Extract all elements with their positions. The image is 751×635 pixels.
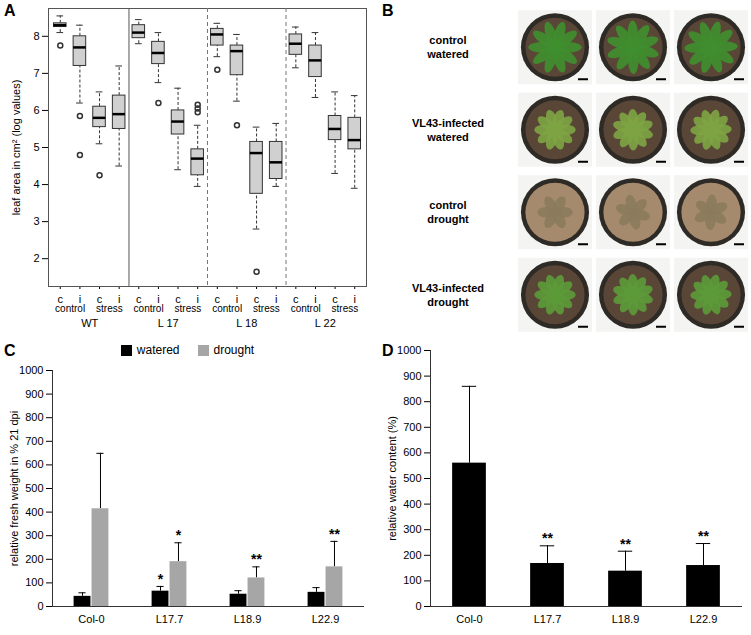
svg-text:100: 100 [403, 574, 421, 586]
svg-text:7: 7 [33, 67, 39, 79]
svg-text:c: c [214, 293, 221, 306]
svg-text:VL43-infecteddrought: VL43-infecteddrought [412, 282, 484, 308]
svg-text:stress: stress [96, 303, 123, 314]
svg-text:relative water content (%): relative water content (%) [386, 416, 398, 541]
svg-text:i: i [117, 293, 121, 306]
svg-text:i: i [78, 293, 82, 306]
svg-text:**: ** [620, 536, 631, 552]
svg-text:L 18: L 18 [236, 317, 257, 329]
svg-text:**: ** [329, 526, 340, 542]
svg-text:c: c [332, 293, 338, 306]
svg-text:300: 300 [25, 529, 43, 541]
svg-text:600: 600 [25, 458, 43, 470]
svg-text:4: 4 [33, 178, 39, 190]
svg-text:stress: stress [332, 303, 359, 314]
svg-text:500: 500 [25, 482, 43, 494]
svg-text:600: 600 [403, 446, 421, 458]
svg-text:400: 400 [403, 498, 421, 510]
svg-text:6: 6 [33, 104, 39, 116]
svg-text:500: 500 [403, 472, 421, 484]
svg-text:5: 5 [33, 141, 39, 153]
svg-text:Col-0: Col-0 [456, 613, 482, 625]
svg-text:control: control [291, 303, 321, 314]
svg-text:i: i [314, 293, 317, 306]
svg-text:controlwatered: controlwatered [426, 34, 469, 60]
svg-text:i: i [275, 293, 278, 306]
html-text:B: B [382, 2, 394, 19]
svg-text:L18.9: L18.9 [234, 613, 262, 625]
svg-text:100: 100 [25, 576, 43, 588]
svg-text:900: 900 [403, 370, 421, 382]
svg-text:300: 300 [403, 523, 421, 535]
svg-text:i: i [353, 293, 356, 306]
html-text:A: A [4, 2, 16, 19]
svg-text:stress: stress [253, 303, 280, 314]
svg-text:c: c [175, 293, 181, 306]
svg-text:i: i [196, 293, 199, 306]
svg-text:200: 200 [403, 549, 421, 561]
svg-text:3: 3 [33, 215, 39, 227]
svg-text:L17.7: L17.7 [156, 613, 184, 625]
svg-text:*: * [176, 527, 182, 543]
svg-text:800: 800 [25, 411, 43, 423]
svg-text:L17.7: L17.7 [534, 613, 562, 625]
svg-text:800: 800 [403, 395, 421, 407]
svg-text:L22.9: L22.9 [312, 613, 340, 625]
svg-text:8: 8 [33, 30, 39, 42]
svg-text:700: 700 [403, 421, 421, 433]
svg-text:i: i [157, 293, 160, 306]
html-text:drought: drought [213, 343, 255, 357]
html-text:watered: watered [136, 343, 180, 357]
svg-text:relative fresh weight in % 21: relative fresh weight in % 21 dpi [8, 411, 20, 566]
svg-text:L18.9: L18.9 [612, 613, 640, 625]
svg-text:control: control [134, 303, 164, 314]
svg-text:stress: stress [175, 303, 202, 314]
svg-text:400: 400 [25, 506, 43, 518]
svg-text:control: control [212, 303, 242, 314]
svg-text:Col-0: Col-0 [78, 613, 104, 625]
svg-text:**: ** [698, 528, 709, 544]
svg-text:c: c [136, 293, 142, 306]
svg-text:0: 0 [415, 600, 421, 612]
svg-text:leaf area in cm² (log values): leaf area in cm² (log values) [10, 80, 22, 216]
svg-text:L22.9: L22.9 [690, 613, 718, 625]
svg-text:c: c [96, 293, 103, 306]
svg-text:VL43-infectedwatered: VL43-infectedwatered [412, 117, 484, 143]
svg-text:2: 2 [33, 252, 39, 264]
svg-text:700: 700 [25, 435, 43, 447]
svg-text:0: 0 [37, 600, 43, 612]
svg-text:WT: WT [81, 317, 98, 329]
svg-text:controldrought: controldrought [427, 199, 469, 225]
html-text:C: C [4, 342, 16, 359]
svg-text:200: 200 [25, 553, 43, 565]
svg-text:1000: 1000 [397, 344, 421, 356]
svg-text:*: * [158, 571, 164, 587]
svg-text:**: ** [542, 530, 553, 546]
svg-text:i: i [235, 293, 239, 306]
svg-text:900: 900 [25, 388, 43, 400]
svg-text:c: c [253, 293, 260, 306]
svg-text:**: ** [251, 551, 262, 567]
html-text:D: D [382, 342, 394, 359]
svg-text:1000: 1000 [19, 364, 43, 376]
svg-text:L 22: L 22 [315, 317, 336, 329]
svg-text:control: control [55, 303, 85, 314]
svg-text:L 17: L 17 [158, 317, 179, 329]
svg-text:c: c [57, 293, 63, 306]
svg-text:c: c [293, 293, 299, 306]
